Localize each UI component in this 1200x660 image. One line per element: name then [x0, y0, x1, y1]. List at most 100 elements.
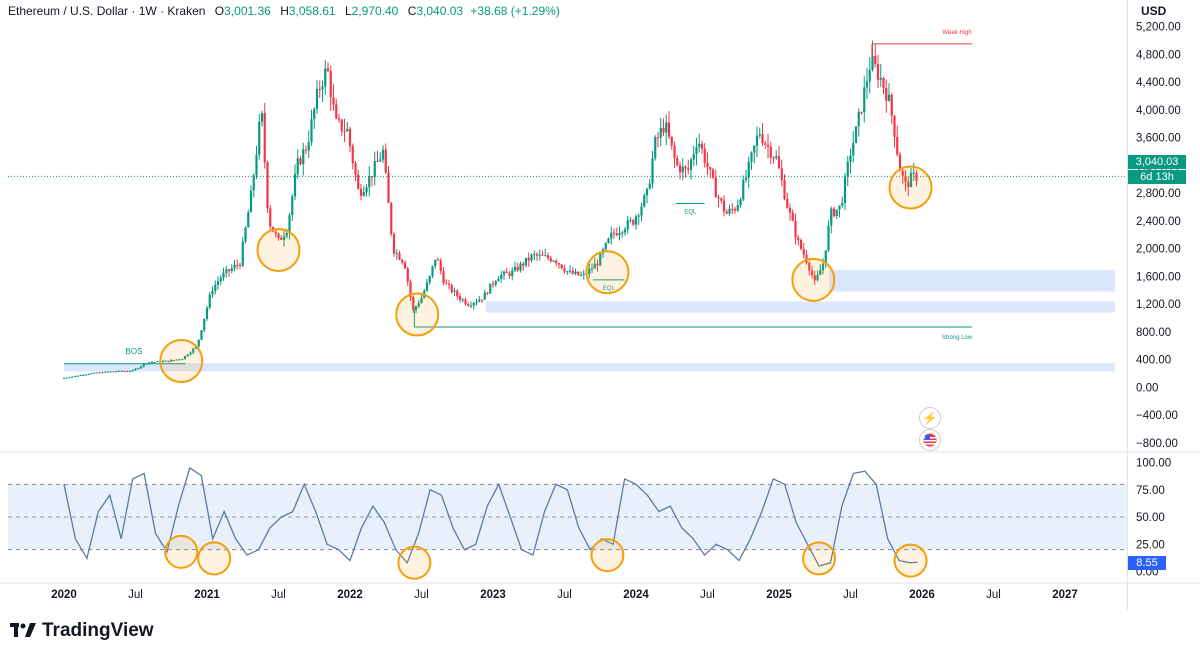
candle-body: [73, 375, 77, 377]
candle-body: [483, 292, 486, 300]
candle-body: [417, 303, 420, 307]
candle-body: [370, 175, 374, 178]
interval-label[interactable]: 1W: [138, 4, 157, 18]
candle-body: [656, 137, 660, 139]
candle-body: [392, 233, 396, 254]
currency-label[interactable]: USD: [1141, 4, 1167, 18]
candle-body: [541, 254, 544, 256]
candle-body: [687, 168, 690, 170]
price-axis-tick: 1,600.00: [1136, 271, 1181, 283]
candle-body: [104, 371, 107, 373]
candle-body: [464, 299, 467, 304]
candle-body: [698, 143, 701, 148]
candle-body: [274, 231, 277, 234]
candle-body: [736, 204, 739, 211]
candle-body: [189, 352, 192, 355]
highlight-circle-2: [256, 227, 301, 272]
candle-body: [865, 81, 869, 88]
candle-body: [472, 303, 475, 306]
candle-body: [387, 172, 390, 203]
time-axis-tick: Jul: [843, 589, 858, 601]
candle-body: [478, 299, 481, 302]
candle-body: [530, 254, 533, 261]
candle-body: [885, 87, 888, 101]
candle-body: [568, 270, 572, 272]
candle-body: [304, 149, 308, 151]
candle-body: [500, 274, 503, 279]
candle-body: [307, 142, 310, 151]
candle-body: [772, 157, 775, 159]
candle-body: [467, 303, 470, 306]
candle-body: [227, 269, 231, 272]
candle-body: [172, 359, 176, 361]
candle-body: [590, 268, 594, 270]
candle-body: [453, 290, 456, 292]
candle-body: [524, 257, 528, 266]
candle-body: [192, 348, 195, 353]
candle-body: [469, 305, 473, 307]
candle-body: [645, 188, 649, 196]
candle-body: [810, 270, 814, 276]
candle-body: [838, 205, 841, 210]
candle-body: [692, 153, 695, 160]
highlight-circle-3: [395, 292, 440, 337]
candle-body: [615, 233, 618, 236]
candle-body: [632, 219, 635, 225]
candle-body: [137, 368, 140, 370]
candle-body: [335, 104, 338, 119]
candle-body: [835, 209, 838, 217]
candle-body: [164, 360, 167, 362]
candle-body: [337, 118, 341, 120]
time-axis-tick: Jul: [700, 589, 715, 601]
highlight-circle-6: [888, 165, 933, 210]
candle-body: [436, 259, 440, 261]
price-axis-tick: 2,000.00: [1136, 244, 1181, 256]
candle-body: [563, 268, 566, 272]
time-axis-tick: 2026: [909, 589, 935, 601]
symbol-name[interactable]: Ethereum / U.S. Dollar: [8, 4, 129, 18]
candle-body: [181, 358, 184, 360]
candle-body: [255, 154, 258, 176]
candle-body: [731, 208, 734, 210]
candle-body: [494, 281, 497, 285]
oscillator-highlight-circle-1: [164, 534, 199, 569]
candle-body: [71, 376, 74, 378]
candle-body: [90, 373, 93, 375]
candle-body: [401, 259, 404, 263]
candle-body: [640, 206, 643, 216]
candle-body: [527, 257, 530, 261]
candle-body: [860, 111, 863, 113]
candle-body: [252, 175, 255, 191]
price-axis-tick: 4,000.00: [1136, 105, 1181, 117]
low-label: L: [344, 4, 352, 18]
candle-body: [841, 202, 844, 206]
price-axis-tick: −800.00: [1136, 438, 1178, 450]
candle-body: [549, 258, 552, 262]
price-axis-tick: 0.00: [1136, 382, 1158, 394]
candle-body: [904, 175, 907, 182]
candle-body: [368, 175, 371, 188]
candle-body: [673, 145, 676, 159]
candle-body: [442, 271, 445, 284]
close-label: C: [407, 4, 417, 18]
candle-body: [659, 127, 662, 138]
candle-body: [348, 128, 352, 147]
candle-body: [538, 254, 541, 256]
us-flag-icon[interactable]: [919, 429, 941, 451]
bar-countdown-label: 6d 13h: [1128, 170, 1186, 184]
tradingview-brand[interactable]: TradingView: [10, 620, 154, 642]
candle-body: [112, 371, 115, 373]
candle-body: [431, 266, 434, 276]
candle-body: [277, 233, 280, 238]
candle-body: [263, 113, 266, 163]
header-separator: ·: [131, 4, 136, 18]
candle-body: [799, 239, 803, 249]
candle-body: [909, 172, 913, 188]
candle-body: [354, 163, 357, 175]
lightning-bolt-icon[interactable]: ⚡: [919, 407, 941, 429]
price-axis-tick: 4,400.00: [1136, 77, 1181, 89]
candle-body: [797, 237, 800, 240]
candle-body: [200, 330, 203, 340]
candle-body: [128, 371, 132, 373]
